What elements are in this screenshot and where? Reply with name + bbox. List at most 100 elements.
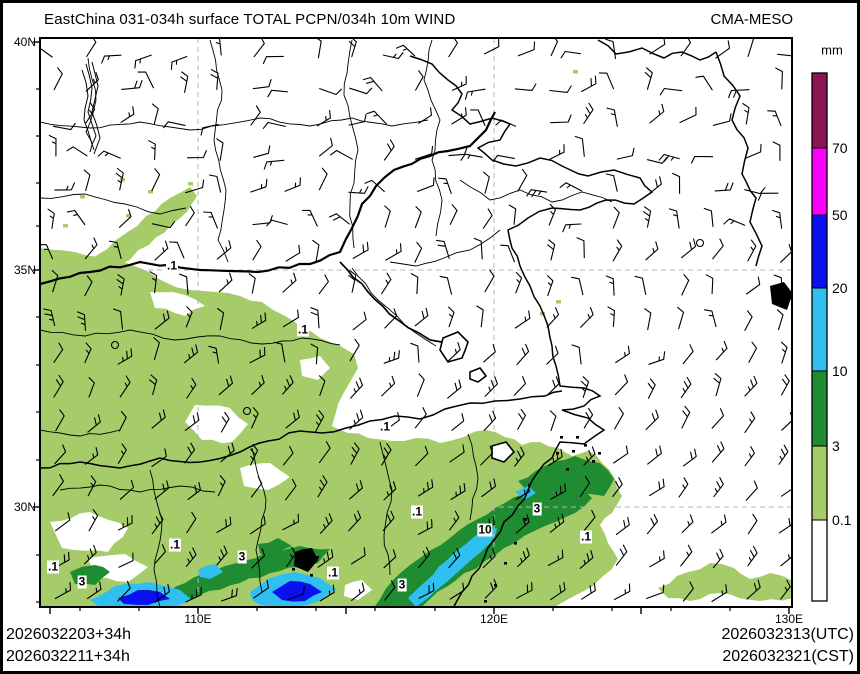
wind-barb <box>550 483 566 500</box>
wind-barb <box>249 515 266 535</box>
wind-barb <box>154 583 170 603</box>
wind-barb <box>108 240 122 260</box>
wind-barb <box>680 376 692 399</box>
province-border <box>149 469 163 607</box>
calm-wind-circle <box>242 406 252 416</box>
wind-barb <box>583 102 594 125</box>
wind-barb <box>381 375 396 397</box>
island-dot <box>494 584 497 587</box>
wind-barb <box>476 305 484 328</box>
wind-barb <box>316 109 331 127</box>
wind-barb <box>216 516 232 533</box>
colorbar-segment <box>811 287 828 372</box>
wind-barb <box>672 172 681 194</box>
precip-speck <box>80 195 85 199</box>
wind-barb <box>117 348 133 365</box>
wind-barb <box>185 306 193 328</box>
island-dot <box>576 436 579 439</box>
wind-barb <box>253 579 269 599</box>
wind-barb <box>251 312 267 329</box>
wind-barb <box>318 137 333 157</box>
wind-barb <box>285 244 301 262</box>
province-border <box>423 39 443 237</box>
wind-barb <box>418 546 431 569</box>
wind-barb <box>562 223 582 233</box>
wind-barb <box>349 480 363 500</box>
wind-barb <box>285 409 300 429</box>
wind-barb <box>634 275 647 295</box>
wind-barb <box>649 38 666 55</box>
wind-barb <box>711 584 728 603</box>
wind-barb <box>645 584 665 600</box>
wind-barb <box>310 307 320 329</box>
wind-barb <box>364 179 385 193</box>
wind-barb <box>648 176 662 195</box>
wind-barb <box>576 237 585 259</box>
wind-barb <box>208 345 220 364</box>
wind-barb <box>253 38 265 58</box>
wind-barb <box>744 310 753 331</box>
wind-barb <box>690 155 714 164</box>
precip-light-area <box>40 248 622 607</box>
wind-barb <box>647 378 656 399</box>
wind-barb <box>483 344 496 363</box>
wind-barb <box>549 410 557 432</box>
wind-barb <box>415 70 424 91</box>
wind-barb <box>348 186 369 194</box>
island-dot <box>484 600 487 603</box>
precip-light-area <box>658 563 792 601</box>
wind-barb <box>448 306 455 328</box>
island-dot <box>292 568 295 571</box>
wind-barb <box>744 411 756 433</box>
wind-barb <box>149 374 158 396</box>
colorbar-segment <box>811 370 828 447</box>
wind-barb <box>659 87 683 96</box>
province-border <box>251 447 267 593</box>
colorbar-segment <box>811 445 828 521</box>
wind-barb <box>349 409 364 430</box>
precip-10mm-area <box>515 486 536 499</box>
wind-barb <box>55 409 65 432</box>
wind-barb <box>137 71 154 89</box>
wind-barb <box>484 578 498 599</box>
wind-barb <box>149 271 158 294</box>
wind-barb <box>450 482 466 501</box>
wind-barb <box>170 55 188 71</box>
island-dot <box>560 436 563 439</box>
wind-barb <box>217 475 226 497</box>
wind-barb <box>712 548 724 569</box>
wind-barb <box>516 343 530 366</box>
wind-barb <box>117 443 127 464</box>
wind-barb <box>447 342 461 363</box>
wind-barb <box>262 55 284 65</box>
wind-barb <box>713 477 724 498</box>
wind-barb <box>613 583 631 601</box>
wind-barb <box>547 239 556 261</box>
wind-barb <box>546 345 559 365</box>
wind-barb <box>250 105 261 126</box>
colorbar-segment <box>811 72 828 149</box>
wind-barb <box>680 544 693 567</box>
precip-speck <box>148 190 153 194</box>
island-dot <box>524 518 527 521</box>
wind-barb <box>470 109 486 127</box>
wind-barb <box>748 341 758 363</box>
wind-barb <box>83 544 97 565</box>
province-border <box>40 121 213 131</box>
wind-barb <box>119 479 135 500</box>
wind-barb <box>713 373 722 397</box>
wind-barb <box>481 478 497 498</box>
wind-barb <box>451 75 467 91</box>
wind-barb <box>614 407 624 430</box>
wind-barb <box>382 52 404 60</box>
wind-barb <box>460 153 483 161</box>
wind-barb <box>319 513 333 534</box>
wind-barb <box>282 309 300 328</box>
wind-barb <box>583 446 596 466</box>
wind-barb <box>385 412 400 431</box>
wind-barb <box>218 272 233 293</box>
wind-barb <box>464 88 486 100</box>
wind-barb <box>115 167 124 191</box>
colorbar-segment <box>811 519 828 602</box>
wind-barb <box>645 409 659 431</box>
